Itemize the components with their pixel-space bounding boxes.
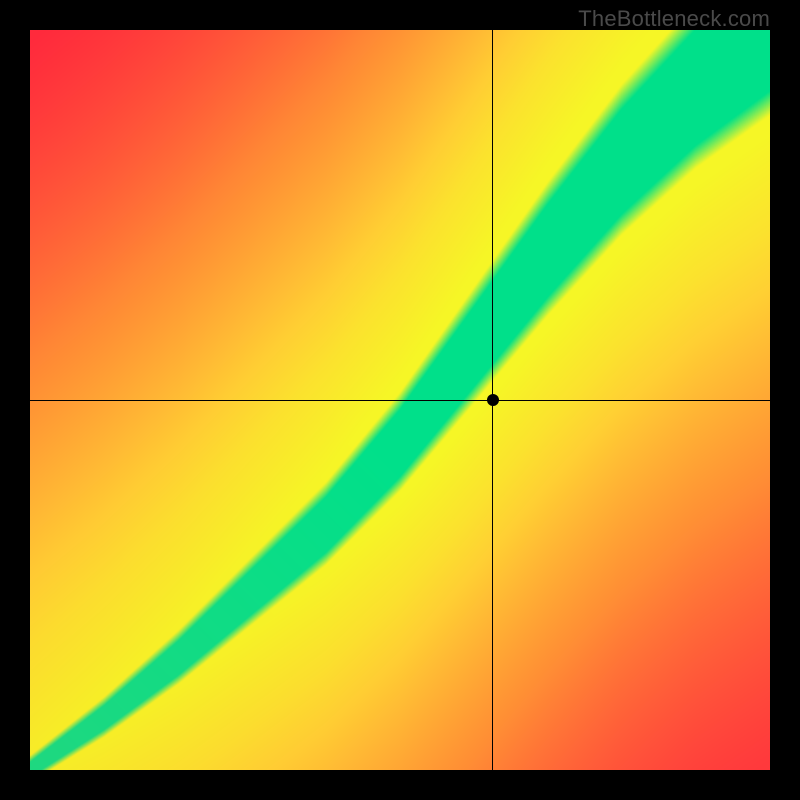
heatmap-plot bbox=[30, 30, 770, 770]
crosshair-horizontal bbox=[30, 400, 770, 401]
watermark-text: TheBottleneck.com bbox=[578, 6, 770, 32]
bottleneck-marker bbox=[487, 394, 499, 406]
